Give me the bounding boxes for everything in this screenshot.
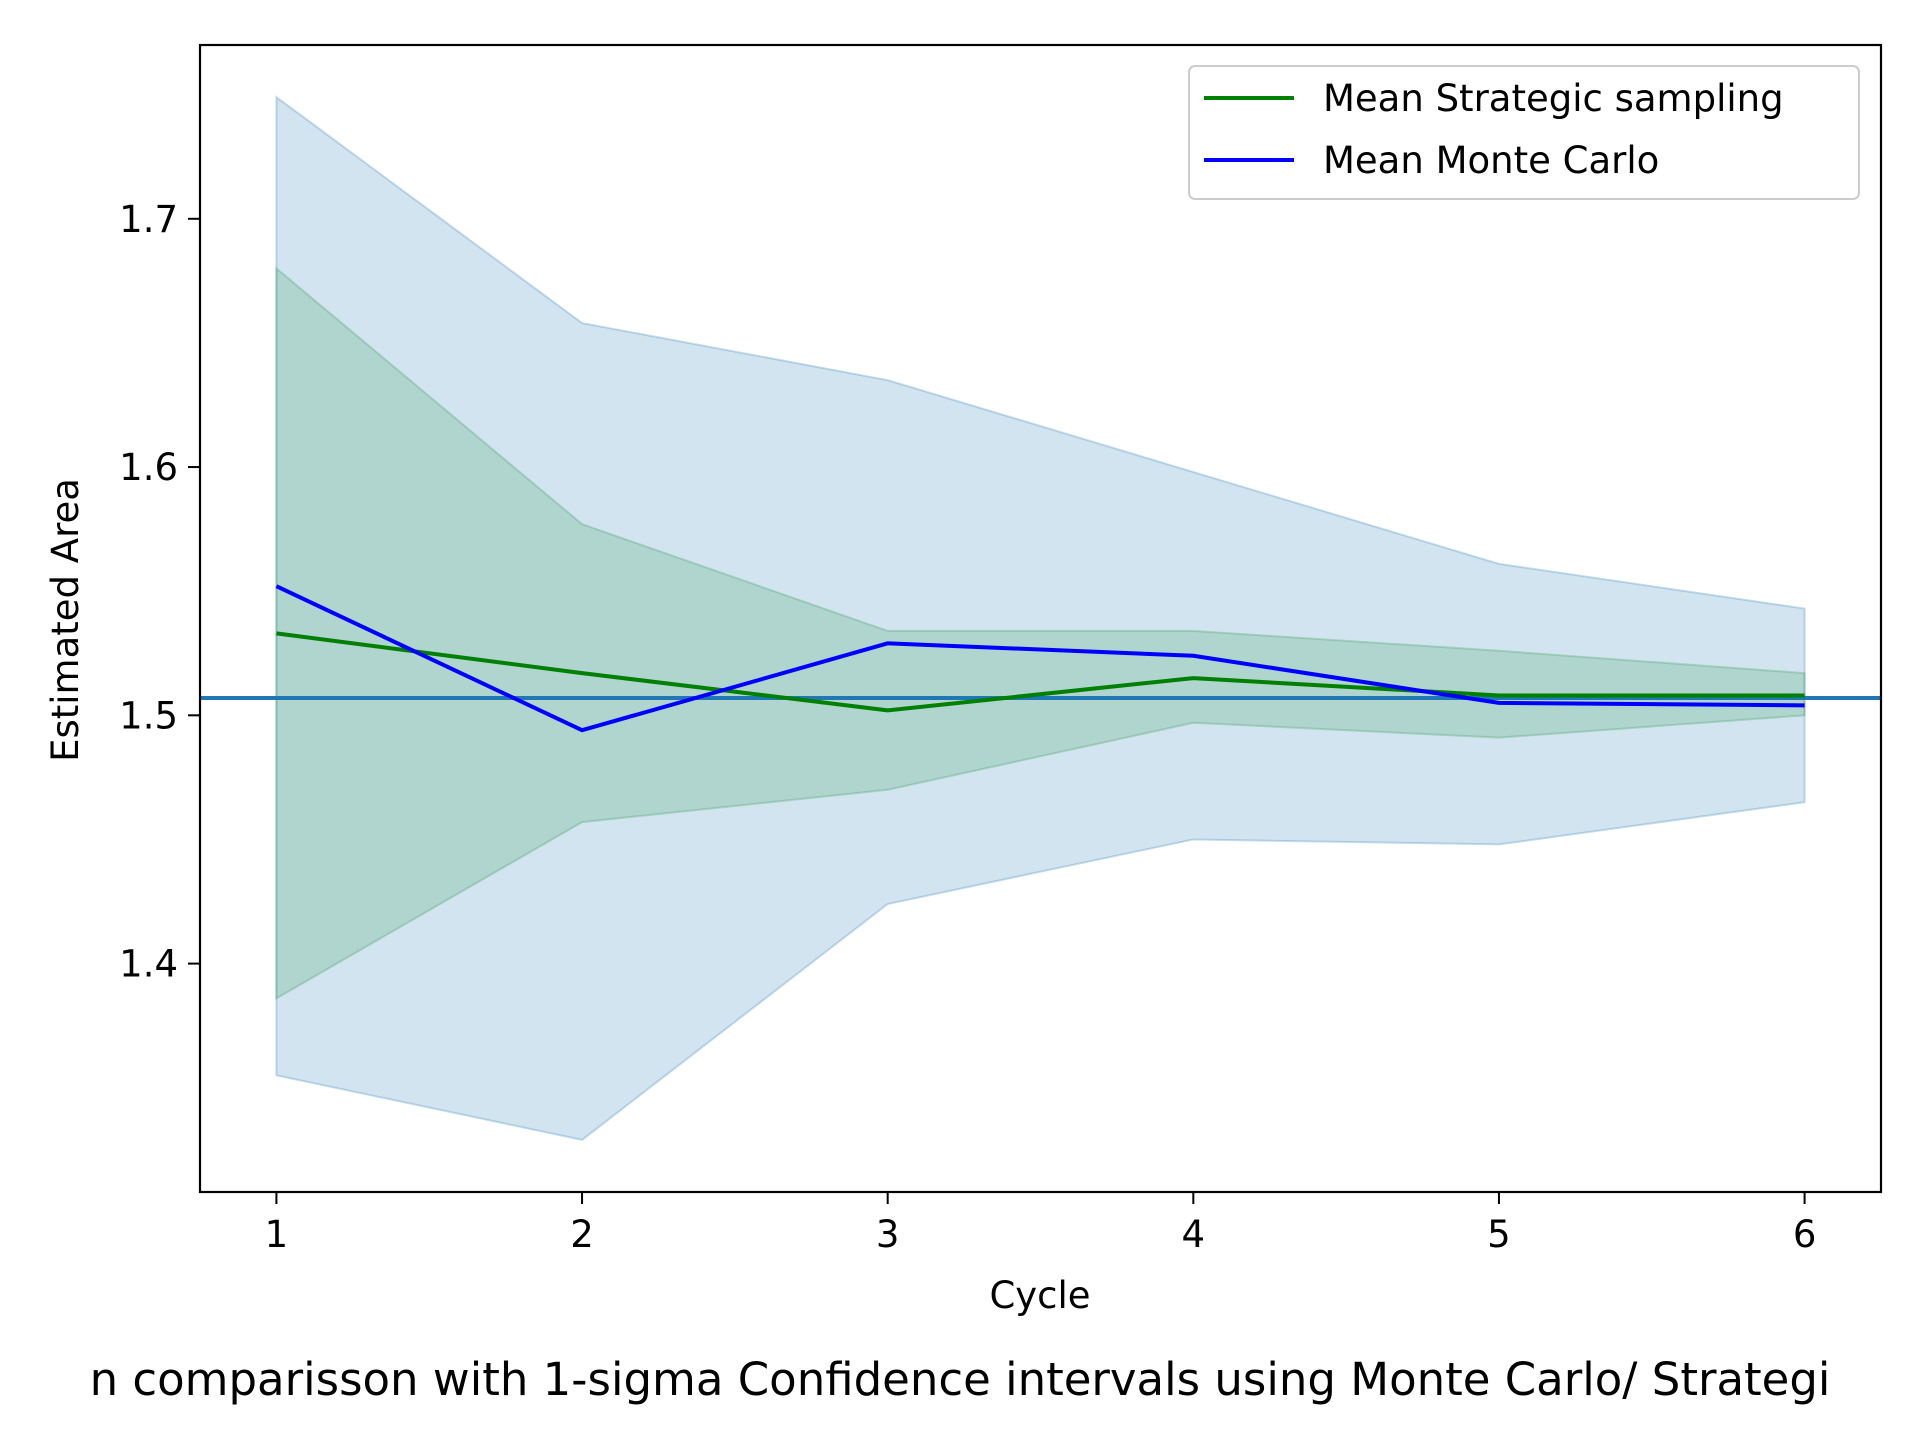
- confidence-band-2: [275, 95, 1806, 1141]
- confidence-bands: [275, 95, 1806, 1141]
- y-tick-label: 1.6: [119, 446, 178, 489]
- x-tick-label: 5: [1487, 1213, 1511, 1256]
- y-axis-label: Estimated Area: [44, 478, 87, 762]
- x-tick-label: 2: [570, 1213, 594, 1256]
- legend: Mean Strategic sampling Mean Monte Carlo: [1188, 65, 1860, 200]
- x-axis-label: Cycle: [989, 1274, 1090, 1317]
- series-line-1: [276, 631, 1805, 713]
- legend-label: Mean Monte Carlo: [1323, 139, 1659, 182]
- confidence-band-1: [275, 266, 1806, 1001]
- x-axis-ticks: 1 2 3 4 5 6: [265, 1192, 1817, 1256]
- y-tick-label: 1.7: [119, 198, 178, 241]
- x-tick-label: 4: [1182, 1213, 1206, 1256]
- x-tick-label: 3: [876, 1213, 900, 1256]
- legend-label: Mean Strategic sampling: [1323, 77, 1784, 120]
- chart-title: n comparisson with 1-sigma Confidence in…: [90, 1353, 1831, 1406]
- y-tick-label: 1.5: [119, 694, 178, 737]
- legend-box: [1188, 65, 1860, 200]
- y-axis-ticks: 1.4 1.5 1.6 1.7: [119, 198, 200, 986]
- x-tick-label: 1: [265, 1213, 289, 1256]
- y-tick-label: 1.4: [119, 943, 178, 986]
- series-line-2: [275, 584, 1805, 733]
- plot-frame: [198, 43, 1883, 1194]
- x-tick-label: 6: [1793, 1213, 1817, 1256]
- series-lines: [275, 584, 1805, 733]
